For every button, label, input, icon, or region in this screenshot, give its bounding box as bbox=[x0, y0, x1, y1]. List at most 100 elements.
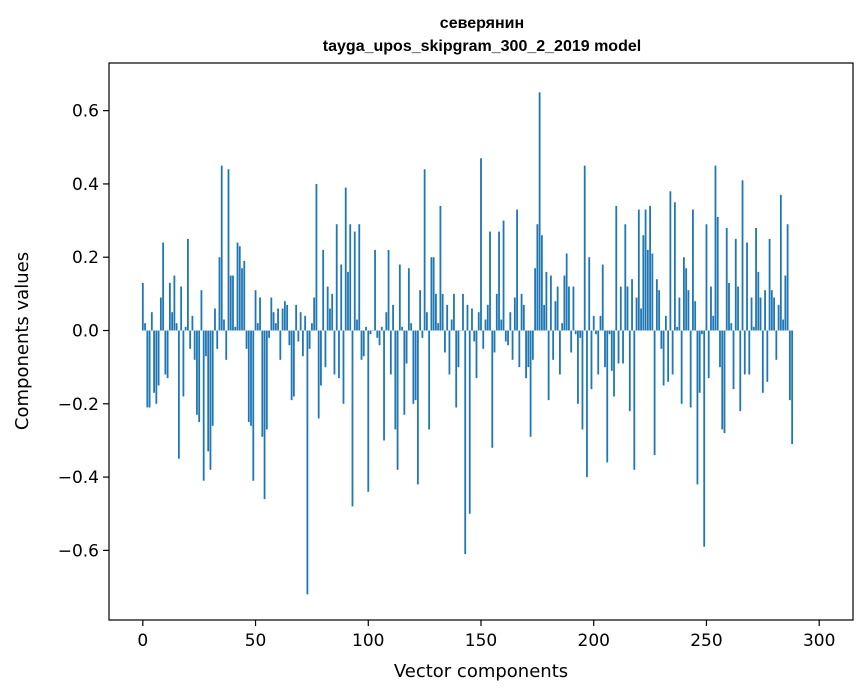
x-axis-ticks: 0 50 100 150 200 250 300 bbox=[137, 620, 835, 651]
bar bbox=[157, 330, 160, 386]
bar bbox=[403, 330, 406, 415]
bar bbox=[660, 330, 663, 349]
bar bbox=[166, 330, 169, 379]
bar bbox=[547, 330, 550, 401]
bar bbox=[283, 301, 286, 331]
bar bbox=[389, 330, 392, 375]
bar bbox=[527, 330, 530, 368]
bar bbox=[509, 312, 512, 331]
bar bbox=[347, 271, 349, 331]
bar bbox=[457, 330, 460, 368]
bar bbox=[658, 290, 661, 331]
bar bbox=[565, 253, 568, 331]
bar bbox=[482, 330, 485, 349]
bar bbox=[723, 330, 726, 434]
bar bbox=[189, 330, 192, 349]
bar bbox=[421, 330, 424, 338]
bar bbox=[655, 279, 658, 331]
bar bbox=[175, 323, 178, 331]
bar bbox=[504, 330, 507, 342]
bar bbox=[344, 187, 347, 331]
bar bbox=[223, 319, 225, 331]
bar bbox=[376, 330, 379, 338]
bar bbox=[441, 293, 444, 331]
bar bbox=[462, 293, 464, 331]
bar bbox=[423, 169, 426, 331]
bar bbox=[703, 330, 706, 547]
bar bbox=[739, 330, 742, 412]
bar bbox=[196, 330, 198, 415]
bar bbox=[473, 330, 476, 342]
bar bbox=[329, 308, 331, 331]
bar bbox=[168, 282, 171, 331]
bar bbox=[764, 290, 766, 331]
bar bbox=[475, 330, 478, 379]
bar bbox=[353, 231, 356, 331]
bar bbox=[342, 330, 345, 404]
bar bbox=[477, 312, 480, 331]
bar bbox=[247, 330, 250, 423]
bar bbox=[696, 330, 699, 485]
bar bbox=[200, 290, 203, 331]
bar bbox=[689, 330, 692, 408]
bar bbox=[362, 330, 365, 357]
bar bbox=[256, 323, 259, 331]
bar bbox=[502, 220, 505, 331]
bar bbox=[500, 319, 503, 331]
bar bbox=[637, 209, 640, 331]
bar bbox=[489, 231, 491, 331]
bar bbox=[694, 301, 697, 331]
bar bbox=[308, 330, 311, 349]
bar bbox=[380, 326, 383, 331]
bar bbox=[387, 249, 390, 331]
bar bbox=[245, 330, 248, 349]
bar bbox=[446, 304, 449, 331]
bar bbox=[777, 304, 780, 331]
bar bbox=[263, 330, 266, 500]
bar bbox=[191, 315, 194, 331]
bar bbox=[207, 330, 210, 452]
bar bbox=[725, 227, 728, 331]
bar bbox=[721, 330, 724, 430]
bar bbox=[365, 326, 367, 331]
bar bbox=[498, 231, 500, 331]
bar bbox=[265, 330, 268, 430]
bar bbox=[333, 330, 336, 375]
bar bbox=[261, 330, 264, 437]
bar bbox=[667, 330, 670, 382]
bar bbox=[511, 330, 514, 360]
bar bbox=[595, 330, 597, 335]
bar bbox=[356, 319, 358, 331]
bar bbox=[768, 238, 771, 331]
bar bbox=[241, 268, 243, 331]
plot-frame bbox=[108, 62, 854, 621]
bar bbox=[292, 330, 295, 397]
x-tick-label: 100 bbox=[352, 631, 384, 651]
bar bbox=[559, 330, 561, 375]
bar bbox=[714, 165, 717, 331]
bar bbox=[669, 191, 672, 331]
bar bbox=[428, 330, 431, 430]
bar bbox=[683, 257, 685, 331]
bar bbox=[272, 312, 275, 331]
chart-title: северянин bbox=[440, 15, 524, 32]
bar bbox=[680, 330, 683, 404]
bar bbox=[507, 330, 509, 346]
bar bbox=[444, 330, 446, 353]
bar bbox=[732, 330, 735, 390]
bar bbox=[549, 275, 552, 331]
bar bbox=[268, 330, 270, 338]
bar bbox=[385, 312, 388, 331]
bar bbox=[425, 312, 428, 331]
bar bbox=[297, 330, 300, 342]
bar bbox=[407, 268, 410, 331]
x-tick-label: 0 bbox=[137, 631, 148, 651]
bar bbox=[144, 323, 146, 331]
bar bbox=[635, 297, 638, 331]
bar bbox=[250, 330, 252, 426]
bar bbox=[766, 330, 769, 382]
bar bbox=[304, 315, 307, 331]
bar bbox=[202, 330, 205, 481]
bar bbox=[394, 330, 397, 430]
bar bbox=[757, 271, 760, 331]
